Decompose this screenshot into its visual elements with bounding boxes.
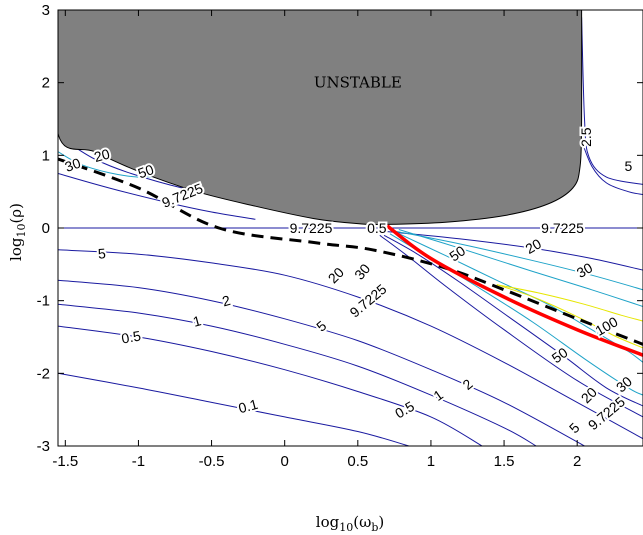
contour-line-100 — [496, 284, 643, 349]
contour-label: 30 — [613, 373, 635, 395]
contour-line-1 — [58, 303, 537, 446]
contour-line-5 — [581, 140, 643, 196]
contour-label: 1 — [191, 312, 203, 330]
contour-label: 0.5 — [120, 327, 142, 346]
contour-label: 20 — [523, 235, 545, 257]
contour-label: 5 — [313, 317, 329, 334]
contour-label: 2 — [220, 292, 232, 310]
x-tick-label: 0.5 — [347, 453, 368, 470]
x-axis-ticks: -1.5 -1 -0.5 0 0.5 1 1.5 2 — [52, 10, 581, 470]
x-axis-label: log10(ωb) — [316, 513, 384, 534]
contour-label: 20 — [578, 384, 600, 406]
contour-label: 0.1 — [237, 396, 260, 417]
x-tick-label: -0.5 — [199, 453, 225, 470]
contour-label: 5 — [566, 419, 583, 436]
contour-label: 2.5 — [578, 127, 594, 147]
x-tick-label: -1.5 — [52, 453, 78, 470]
contour-line-30 — [58, 151, 161, 178]
x-tick-label: 1.5 — [494, 453, 515, 470]
contour-label: 9.7225 — [290, 220, 333, 236]
y-tick-label: -2 — [37, 365, 50, 382]
contour-label: 50 — [446, 242, 468, 264]
contour-line-50 — [398, 229, 643, 307]
contour-label: 20 — [92, 146, 111, 166]
contour-label: 30 — [574, 259, 596, 281]
unstable-region — [58, 10, 583, 225]
contour-label: 30 — [63, 155, 83, 175]
contour-line-0.5 — [58, 325, 483, 446]
x-tick-label: 0 — [281, 453, 289, 470]
contour-label: 5 — [624, 158, 632, 174]
contour-label: 2 — [459, 375, 475, 392]
dashed-curve — [58, 157, 643, 346]
y-axis-label: log10(ρ) — [7, 203, 28, 261]
y-tick-label: -3 — [37, 438, 50, 455]
contour-line-30 — [389, 229, 643, 291]
contour-line-2.5 — [581, 17, 643, 185]
x-tick-label: 1 — [427, 453, 435, 470]
y-tick-label: 3 — [42, 2, 50, 19]
contour-lines — [58, 17, 643, 446]
contour-line-20 — [387, 231, 643, 271]
y-tick-label: 1 — [42, 147, 50, 164]
red-curve — [386, 224, 643, 357]
contour-label: 9.7225 — [347, 281, 390, 321]
contour-label: 9.7225 — [541, 220, 584, 236]
contour-label: 20 — [325, 264, 347, 286]
contour-label: 5 — [97, 245, 106, 262]
x-tick-label: 2 — [573, 453, 581, 470]
contour-label: 0.5 — [367, 220, 387, 236]
y-tick-label: -1 — [37, 293, 50, 310]
unstable-region-label: UNSTABLE — [314, 74, 402, 92]
contour-label: 1 — [430, 386, 446, 404]
contour-line-100 — [496, 284, 643, 322]
x-tick-label: -1 — [132, 453, 145, 470]
contour-line-5 — [58, 249, 643, 440]
y-tick-label: 0 — [42, 220, 50, 237]
contour-line-0.1 — [58, 372, 410, 446]
contour-line-2 — [58, 279, 585, 446]
y-tick-label: 2 — [42, 75, 50, 92]
contour-label: 30 — [351, 260, 373, 282]
contour-label: 0.5 — [392, 398, 417, 422]
contour-line-20 — [383, 234, 643, 407]
